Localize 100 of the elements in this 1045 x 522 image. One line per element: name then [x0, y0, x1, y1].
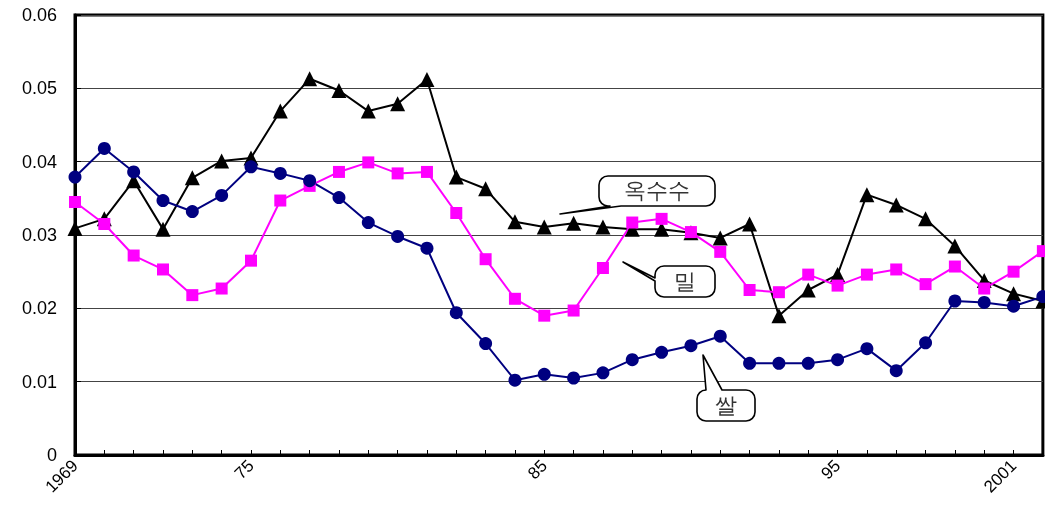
point [596, 366, 610, 380]
point [538, 309, 551, 322]
point [888, 197, 904, 213]
point [479, 337, 493, 351]
point [478, 181, 494, 197]
point [567, 371, 581, 385]
point [889, 364, 903, 378]
point [1006, 286, 1022, 302]
x-tick-label: 85 [524, 456, 551, 484]
point [712, 230, 728, 246]
point [273, 166, 287, 180]
point [771, 308, 787, 324]
y-tick-label: 0.01 [21, 371, 57, 392]
point [948, 294, 962, 308]
point [831, 279, 844, 292]
point [595, 219, 611, 235]
point [626, 216, 639, 229]
point [244, 254, 257, 267]
y-tick-label: 0.04 [21, 151, 57, 172]
point [332, 165, 345, 178]
point [450, 207, 463, 219]
point [448, 169, 464, 185]
point [860, 342, 874, 356]
point [420, 241, 434, 255]
point [772, 356, 786, 370]
point [214, 153, 230, 169]
point [742, 216, 758, 232]
point [714, 245, 727, 258]
point [390, 96, 406, 112]
point [801, 356, 815, 370]
point [419, 72, 435, 88]
point [596, 262, 609, 274]
point [360, 103, 376, 119]
point [449, 306, 463, 320]
point [244, 160, 258, 174]
point [391, 167, 404, 180]
point [537, 367, 551, 381]
point [567, 304, 580, 317]
point [507, 214, 523, 230]
point [362, 156, 375, 169]
point [155, 221, 171, 237]
point [684, 339, 698, 353]
point [303, 174, 317, 188]
point [860, 268, 873, 281]
point [98, 218, 111, 230]
y-tick-label: 0.03 [21, 225, 57, 245]
point [772, 286, 785, 299]
point [859, 187, 875, 203]
point [97, 141, 111, 155]
point [743, 284, 756, 296]
point [361, 216, 375, 230]
x-tick-label: 75 [230, 456, 258, 484]
point [655, 345, 669, 359]
y-tick-label: 0.06 [21, 5, 57, 25]
point [274, 194, 287, 207]
point [625, 353, 639, 367]
y-tick-label: 0 [46, 445, 57, 465]
point [655, 212, 668, 225]
point [978, 282, 991, 295]
point [743, 356, 757, 370]
point [977, 295, 991, 309]
point [68, 170, 82, 184]
point [391, 229, 405, 243]
x-tick-label: 95 [817, 456, 845, 484]
point [948, 260, 961, 273]
point [184, 170, 200, 186]
point [420, 165, 433, 178]
point [713, 329, 727, 343]
point [156, 194, 170, 208]
point [186, 289, 199, 302]
point [127, 249, 140, 262]
y-tick-label: 0.05 [21, 78, 57, 99]
series-label: 밀 [674, 268, 696, 294]
point [185, 205, 199, 219]
point [566, 215, 582, 231]
point [536, 219, 552, 235]
point [831, 353, 845, 367]
point [947, 238, 963, 254]
point [272, 103, 288, 119]
series-label: 쌀 [715, 392, 737, 418]
y-tick-label: 0.02 [21, 298, 57, 319]
point [918, 211, 934, 227]
point [508, 373, 522, 387]
point [919, 336, 933, 350]
point [919, 278, 932, 291]
point [215, 282, 228, 295]
point [508, 292, 521, 305]
point [1007, 265, 1020, 278]
point [332, 191, 346, 205]
point [127, 165, 141, 179]
point [215, 188, 229, 202]
point [156, 263, 169, 276]
point [331, 83, 347, 99]
point [479, 253, 492, 266]
point [69, 196, 81, 208]
point [890, 263, 903, 276]
point [802, 268, 815, 281]
series-label: 옥수수 [624, 178, 690, 203]
point [1007, 299, 1021, 313]
point [302, 71, 318, 87]
